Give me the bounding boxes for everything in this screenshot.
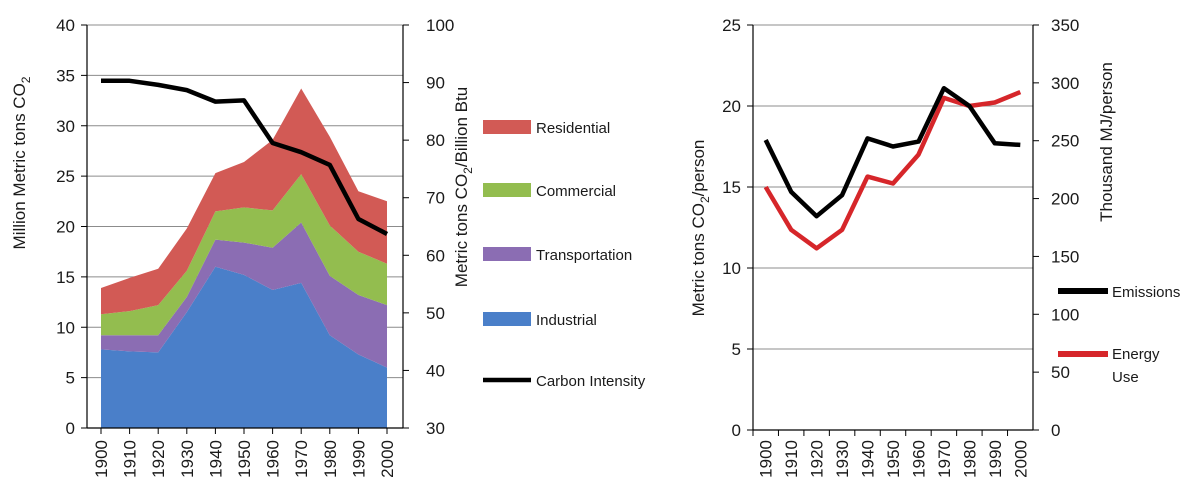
energy-use-line — [763, 90, 1022, 251]
left-y2-tick-label: 80 — [426, 131, 445, 150]
left-x-tick-label: 2000 — [378, 440, 397, 478]
left-y2-tick-label: 40 — [426, 361, 445, 380]
right-y2-tick-label: 0 — [1051, 421, 1060, 440]
right-x-tick-label: 1970 — [935, 440, 954, 478]
right-y2-tick-label: 300 — [1051, 74, 1079, 93]
left-y-tick-label: 0 — [66, 419, 75, 438]
right-x-tick-label: 1980 — [960, 440, 979, 478]
left-y2-tick-label: 70 — [426, 189, 445, 208]
area-commercial — [101, 174, 387, 336]
left-y2-tick-label: 50 — [426, 304, 445, 323]
right-y2-axis-title: Thousand MJ/person — [1097, 62, 1116, 222]
right-x-tick-label: 1920 — [808, 440, 827, 478]
legend-swatch-transportation — [483, 247, 531, 261]
right-y-tick-label: 5 — [732, 340, 741, 359]
left-x-tick-label: 1920 — [149, 440, 168, 478]
left-y-tick-label: 10 — [56, 318, 75, 337]
right-y2-tick-label: 250 — [1051, 132, 1079, 151]
right-x-tick-label: 1950 — [884, 440, 903, 478]
right-x-tick-labels: 1900 1910 1920 1930 1940 1950 1960 1970 1980 1990… — [752, 430, 1030, 478]
left-y-tick-label: 20 — [56, 218, 75, 237]
left-x-tick-label: 1950 — [235, 440, 254, 478]
legend-label-carbon-intensity: Carbon Intensity — [536, 373, 646, 390]
left-y-tick-label: 5 — [66, 369, 75, 388]
left-y-axis-title: Million Metric tons CO2 — [10, 76, 33, 249]
left-y2-tick-label: 100 — [426, 16, 454, 35]
carbon-intensity-line — [101, 78, 389, 236]
right-y-tick-label: 20 — [722, 97, 741, 116]
legend-label-transportation: Transportation — [536, 247, 632, 264]
left-chart-areas — [101, 88, 387, 428]
left-y2-tick-labels: 30 40 50 60 70 80 90 100 — [403, 16, 454, 438]
left-y-tick-label: 35 — [56, 66, 75, 85]
left-x-tick-label: 1930 — [178, 440, 197, 478]
right-x-tick-label: 1900 — [757, 440, 776, 478]
right-y-tick-label: 25 — [722, 16, 741, 35]
left-y2-tick-label: 90 — [426, 74, 445, 93]
right-y-tick-labels: 0 5 10 15 20 25 — [722, 16, 753, 440]
legend-label-industrial: Industrial — [536, 312, 597, 329]
left-x-tick-label: 1960 — [264, 440, 283, 478]
legend-label-commercial: Commercial — [536, 183, 616, 200]
left-x-tick-label: 1990 — [349, 440, 368, 478]
left-y2-axis-title: Metric tons CO2/Billion Btu — [452, 87, 475, 287]
left-x-tick-label: 1980 — [321, 440, 340, 478]
legend-label-emissions: Emissions — [1112, 284, 1180, 301]
left-y-tick-label: 25 — [56, 167, 75, 186]
legend-label-energy-use: Energy — [1112, 346, 1160, 363]
left-y-tick-labels: 0 5 10 15 20 25 30 35 40 — [56, 16, 87, 438]
right-y-tick-label: 0 — [732, 421, 741, 440]
right-chart-gridlines — [753, 24, 1033, 431]
right-chart-legend: Emissions Energy Use — [1058, 284, 1180, 386]
left-x-tick-label: 1970 — [292, 440, 311, 478]
legend-label-energy-use-line2: Use — [1112, 369, 1139, 386]
left-y2-tick-label: 30 — [426, 419, 445, 438]
legend-swatch-industrial — [483, 312, 531, 326]
legend-label-residential: Residential — [536, 120, 610, 137]
area-residential — [101, 88, 387, 315]
left-y-tick-label: 15 — [56, 268, 75, 287]
left-x-tick-label: 1910 — [121, 440, 140, 478]
right-x-tick-label: 1940 — [859, 440, 878, 478]
right-y2-tick-label: 350 — [1051, 16, 1079, 35]
left-y-tick-label: 30 — [56, 117, 75, 136]
right-chart: 0 5 10 15 20 25 0 50 100 150 200 250 300 350 1900 191… — [689, 16, 1180, 478]
right-y2-tick-label: 150 — [1051, 247, 1079, 266]
right-y-tick-label: 15 — [722, 178, 741, 197]
legend-swatch-residential — [483, 120, 531, 134]
right-y-axis-title: Metric tons CO2/person — [689, 140, 712, 317]
area-industrial — [101, 266, 387, 428]
left-y-tick-label: 40 — [56, 16, 75, 35]
right-y2-tick-label: 100 — [1051, 305, 1079, 324]
right-y-tick-label: 10 — [722, 259, 741, 278]
left-x-tick-label: 1940 — [206, 440, 225, 478]
right-y2-tick-label: 200 — [1051, 190, 1079, 209]
right-y2-tick-label: 50 — [1051, 363, 1070, 382]
legend-swatch-commercial — [483, 183, 531, 197]
right-chart-axes — [752, 25, 1034, 431]
left-x-tick-label: 1900 — [92, 440, 111, 478]
right-x-tick-label: 1990 — [986, 440, 1005, 478]
left-y2-tick-label: 60 — [426, 246, 445, 265]
left-x-tick-labels: 1900 1910 1920 1930 1940 1950 1960 1970 1980 1990… — [92, 428, 397, 478]
right-y2-tick-labels: 0 50 100 150 200 250 300 350 — [1033, 16, 1079, 440]
right-x-tick-label: 1960 — [909, 440, 928, 478]
right-x-tick-label: 2000 — [1011, 440, 1030, 478]
right-x-tick-label: 1910 — [782, 440, 801, 478]
right-x-tick-label: 1930 — [833, 440, 852, 478]
area-transportation — [101, 222, 387, 368]
emissions-line — [763, 85, 1021, 219]
left-chart-legend: Residential Commercial Transportation In… — [483, 120, 646, 390]
